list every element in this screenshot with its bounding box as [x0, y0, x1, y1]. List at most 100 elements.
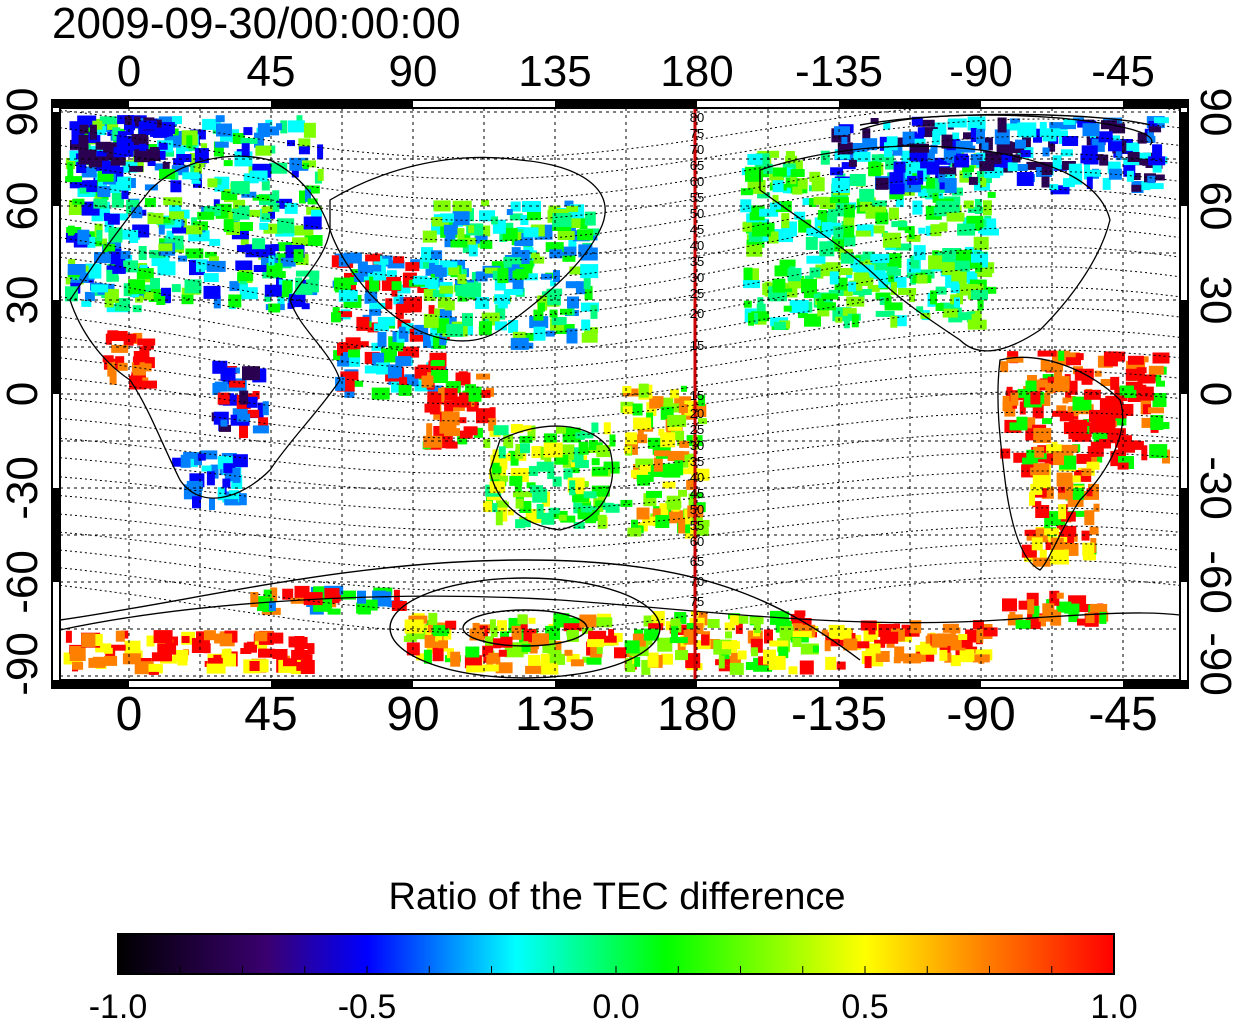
- tec-data-cell: [1012, 154, 1021, 163]
- tec-data-cell: [241, 143, 250, 158]
- tec-data-cell: [239, 425, 248, 439]
- tec-data-cell: [840, 268, 853, 275]
- tec-data-cell: [833, 226, 844, 240]
- tec-data-cell: [743, 300, 752, 308]
- tec-data-cell: [525, 665, 542, 674]
- tec-data-cell: [213, 178, 222, 185]
- tec-data-cell: [491, 473, 501, 480]
- tec-data-cell: [472, 622, 480, 631]
- tec-data-cell: [440, 213, 454, 223]
- tec-data-cell: [575, 281, 585, 295]
- tec-data-cell: [982, 200, 992, 216]
- tec-data-cell: [161, 123, 173, 137]
- top-lon-tick: -45: [1091, 47, 1155, 96]
- tec-data-cell: [262, 401, 269, 416]
- tec-data-cell: [1088, 483, 1099, 493]
- tec-data-cell: [445, 441, 458, 449]
- tec-data-cell: [898, 288, 917, 295]
- tec-data-cell: [631, 519, 638, 528]
- left-lat-tick: -90: [0, 632, 47, 696]
- tec-data-cell: [953, 312, 971, 321]
- tec-data-cell: [1149, 126, 1162, 133]
- tec-data-cell: [147, 213, 164, 224]
- tec-data-cell: [729, 615, 739, 626]
- tec-data-cell: [1056, 472, 1073, 487]
- tec-data-cell: [595, 500, 606, 508]
- tec-data-cell: [1086, 176, 1093, 189]
- tec-data-cell: [637, 427, 644, 436]
- tec-data-cell: [158, 243, 173, 252]
- tec-data-cell: [531, 446, 543, 458]
- tec-data-cell: [813, 196, 829, 205]
- tec-data-cell: [523, 227, 539, 238]
- tec-data-cell: [305, 189, 311, 203]
- tec-data-cell: [132, 305, 142, 313]
- tec-data-cell: [577, 508, 589, 520]
- tec-data-cell: [142, 292, 154, 301]
- tec-data-cell: [111, 344, 129, 353]
- tec-data-cell: [141, 284, 151, 298]
- tec-data-cell: [391, 289, 398, 297]
- tec-data-cell: [240, 138, 258, 144]
- tec-data-cell: [399, 377, 408, 387]
- frame-tick-left: [52, 488, 60, 582]
- tec-data-cell: [364, 365, 379, 374]
- meridian-contour-label: 80: [690, 110, 704, 125]
- tec-data-cell: [975, 262, 995, 274]
- tec-data-cell: [257, 596, 265, 612]
- tec-data-cell: [188, 234, 196, 242]
- tec-data-cell: [667, 424, 682, 431]
- tec-data-cell: [426, 423, 433, 437]
- tec-data-cell: [113, 147, 127, 158]
- tec-data-cell: [532, 488, 548, 503]
- tec-data-cell: [666, 495, 681, 510]
- tec-data-cell: [841, 137, 848, 144]
- tec-data-cell: [950, 655, 961, 667]
- tec-data-cell: [671, 626, 678, 641]
- tec-data-cell: [547, 650, 562, 664]
- tec-data-cell: [1093, 503, 1100, 512]
- tec-data-cell: [580, 247, 598, 261]
- tec-data-cell: [1039, 549, 1047, 565]
- tec-data-cell: [95, 643, 112, 653]
- tec-data-cell: [1155, 174, 1165, 181]
- tec-data-cell: [701, 634, 710, 646]
- tec-data-cell: [1157, 422, 1170, 429]
- tec-data-cell: [890, 281, 897, 295]
- tec-data-cell: [214, 381, 228, 392]
- tec-data-cell: [232, 133, 245, 144]
- tec-data-cell: [222, 478, 231, 488]
- tec-data-cell: [979, 627, 998, 637]
- tec-data-cell: [1082, 542, 1095, 556]
- tec-data-cell: [669, 637, 688, 644]
- meridian-contour-label: 70: [690, 574, 704, 589]
- tec-data-cell: [918, 188, 928, 197]
- tec-data-cell: [263, 589, 272, 598]
- tec-data-cell: [427, 385, 443, 396]
- tec-data-cell: [930, 290, 937, 305]
- tec-data-cell: [919, 652, 926, 662]
- magnetic-contour: [60, 328, 1180, 388]
- tec-data-cell: [129, 165, 144, 172]
- tec-data-cell: [109, 331, 128, 341]
- tec-data-cell: [492, 449, 499, 464]
- tec-data-cell: [159, 169, 176, 179]
- tec-data-cell: [1033, 463, 1050, 476]
- tec-data-cell: [257, 402, 264, 415]
- tec-data-cell: [72, 198, 85, 205]
- tec-data-cell: [875, 212, 889, 225]
- tec-data-cell: [882, 232, 901, 248]
- colorbar-tick-label: 0.0: [592, 988, 639, 1024]
- tec-data-cell: [783, 305, 792, 312]
- tec-data-cell: [393, 256, 405, 264]
- tec-data-cell: [242, 409, 260, 418]
- tec-data-cell: [1060, 511, 1076, 522]
- tec-data-cell: [573, 521, 585, 529]
- tec-data-cell: [229, 281, 240, 292]
- tec-data-cell: [1156, 380, 1165, 387]
- tec-data-cell: [433, 200, 451, 212]
- tec-data-cell: [511, 625, 522, 640]
- tec-data-cell: [757, 297, 764, 307]
- tec-data-cell: [202, 118, 221, 130]
- tec-data-cell: [1007, 351, 1016, 359]
